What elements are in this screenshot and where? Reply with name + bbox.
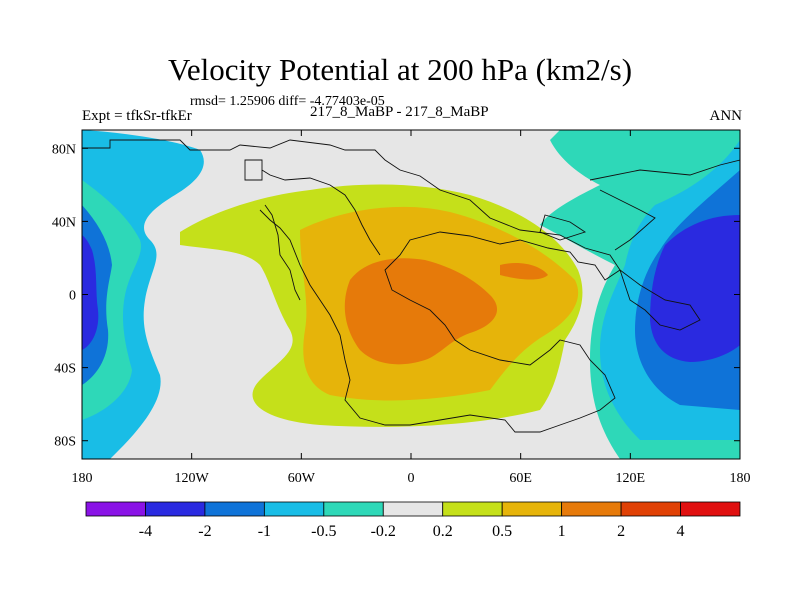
colorbar-label: 2 [617, 523, 625, 540]
y-tick-label: 0 [69, 289, 76, 304]
colorbar-swatch [442, 501, 503, 517]
colorbar-label: 4 [677, 523, 685, 540]
colorbar-swatch [323, 501, 384, 517]
colorbar-swatch [263, 501, 325, 517]
x-tick-label: 120E [616, 471, 646, 486]
colorbar-swatch [561, 501, 622, 517]
colorbar-swatch [145, 501, 206, 517]
season-label: ANN [709, 108, 743, 124]
contour-field [82, 130, 740, 459]
colorbar-label: -0.2 [371, 523, 396, 540]
colorbar-label: 0.2 [433, 523, 453, 540]
x-tick-label: 60W [288, 471, 316, 486]
colorbar-label: -2 [198, 523, 211, 540]
colorbar-swatch [85, 501, 146, 517]
contour-band-2 [500, 263, 548, 280]
contour-band--2 [650, 215, 740, 362]
colorbar-swatch [620, 501, 681, 517]
x-tick-label: 180 [730, 471, 751, 486]
colorbar: -4 -2 -1 -0.5 -0.2 0.2 0.5 1 2 4 [85, 501, 741, 540]
colorbar-swatch [382, 501, 444, 517]
x-tick-label: 60E [509, 471, 532, 486]
colorbar-swatch [501, 501, 563, 517]
contour-band-2 [344, 258, 498, 365]
y-tick-label: 40S [54, 362, 76, 377]
y-tick-label: 40N [52, 215, 76, 230]
y-tick-label: 80S [54, 435, 76, 450]
colorbar-label: -1 [258, 523, 271, 540]
coastlines [82, 139, 740, 433]
colorbar-label: 1 [558, 523, 566, 540]
colorbar-swatch [680, 501, 741, 517]
colorbar-label: -0.5 [311, 523, 336, 540]
experiment-label: Expt = tfkSr-tfkEr [82, 108, 192, 124]
contour-band--2 [82, 235, 99, 350]
x-tick-label: 120W [175, 471, 210, 486]
colorbar-label: -4 [139, 523, 152, 540]
case-label: 217_8_MaBP - 217_8_MaBP [310, 104, 489, 120]
x-tick-label: 180 [72, 471, 93, 486]
colorbar-label: 0.5 [492, 523, 512, 540]
y-tick-label: 80N [52, 142, 76, 157]
axes: 180 120W 60W 0 60E 120E 180 80N 40N 0 40S 80S [52, 130, 751, 486]
x-tick-label: 0 [408, 471, 415, 486]
stats-line: rmsd= 1.25906 diff= -4.77403e-05 [190, 94, 385, 109]
chart-title: Velocity Potential at 200 hPa (km2/s) [167, 52, 633, 87]
colorbar-swatch [204, 501, 265, 517]
